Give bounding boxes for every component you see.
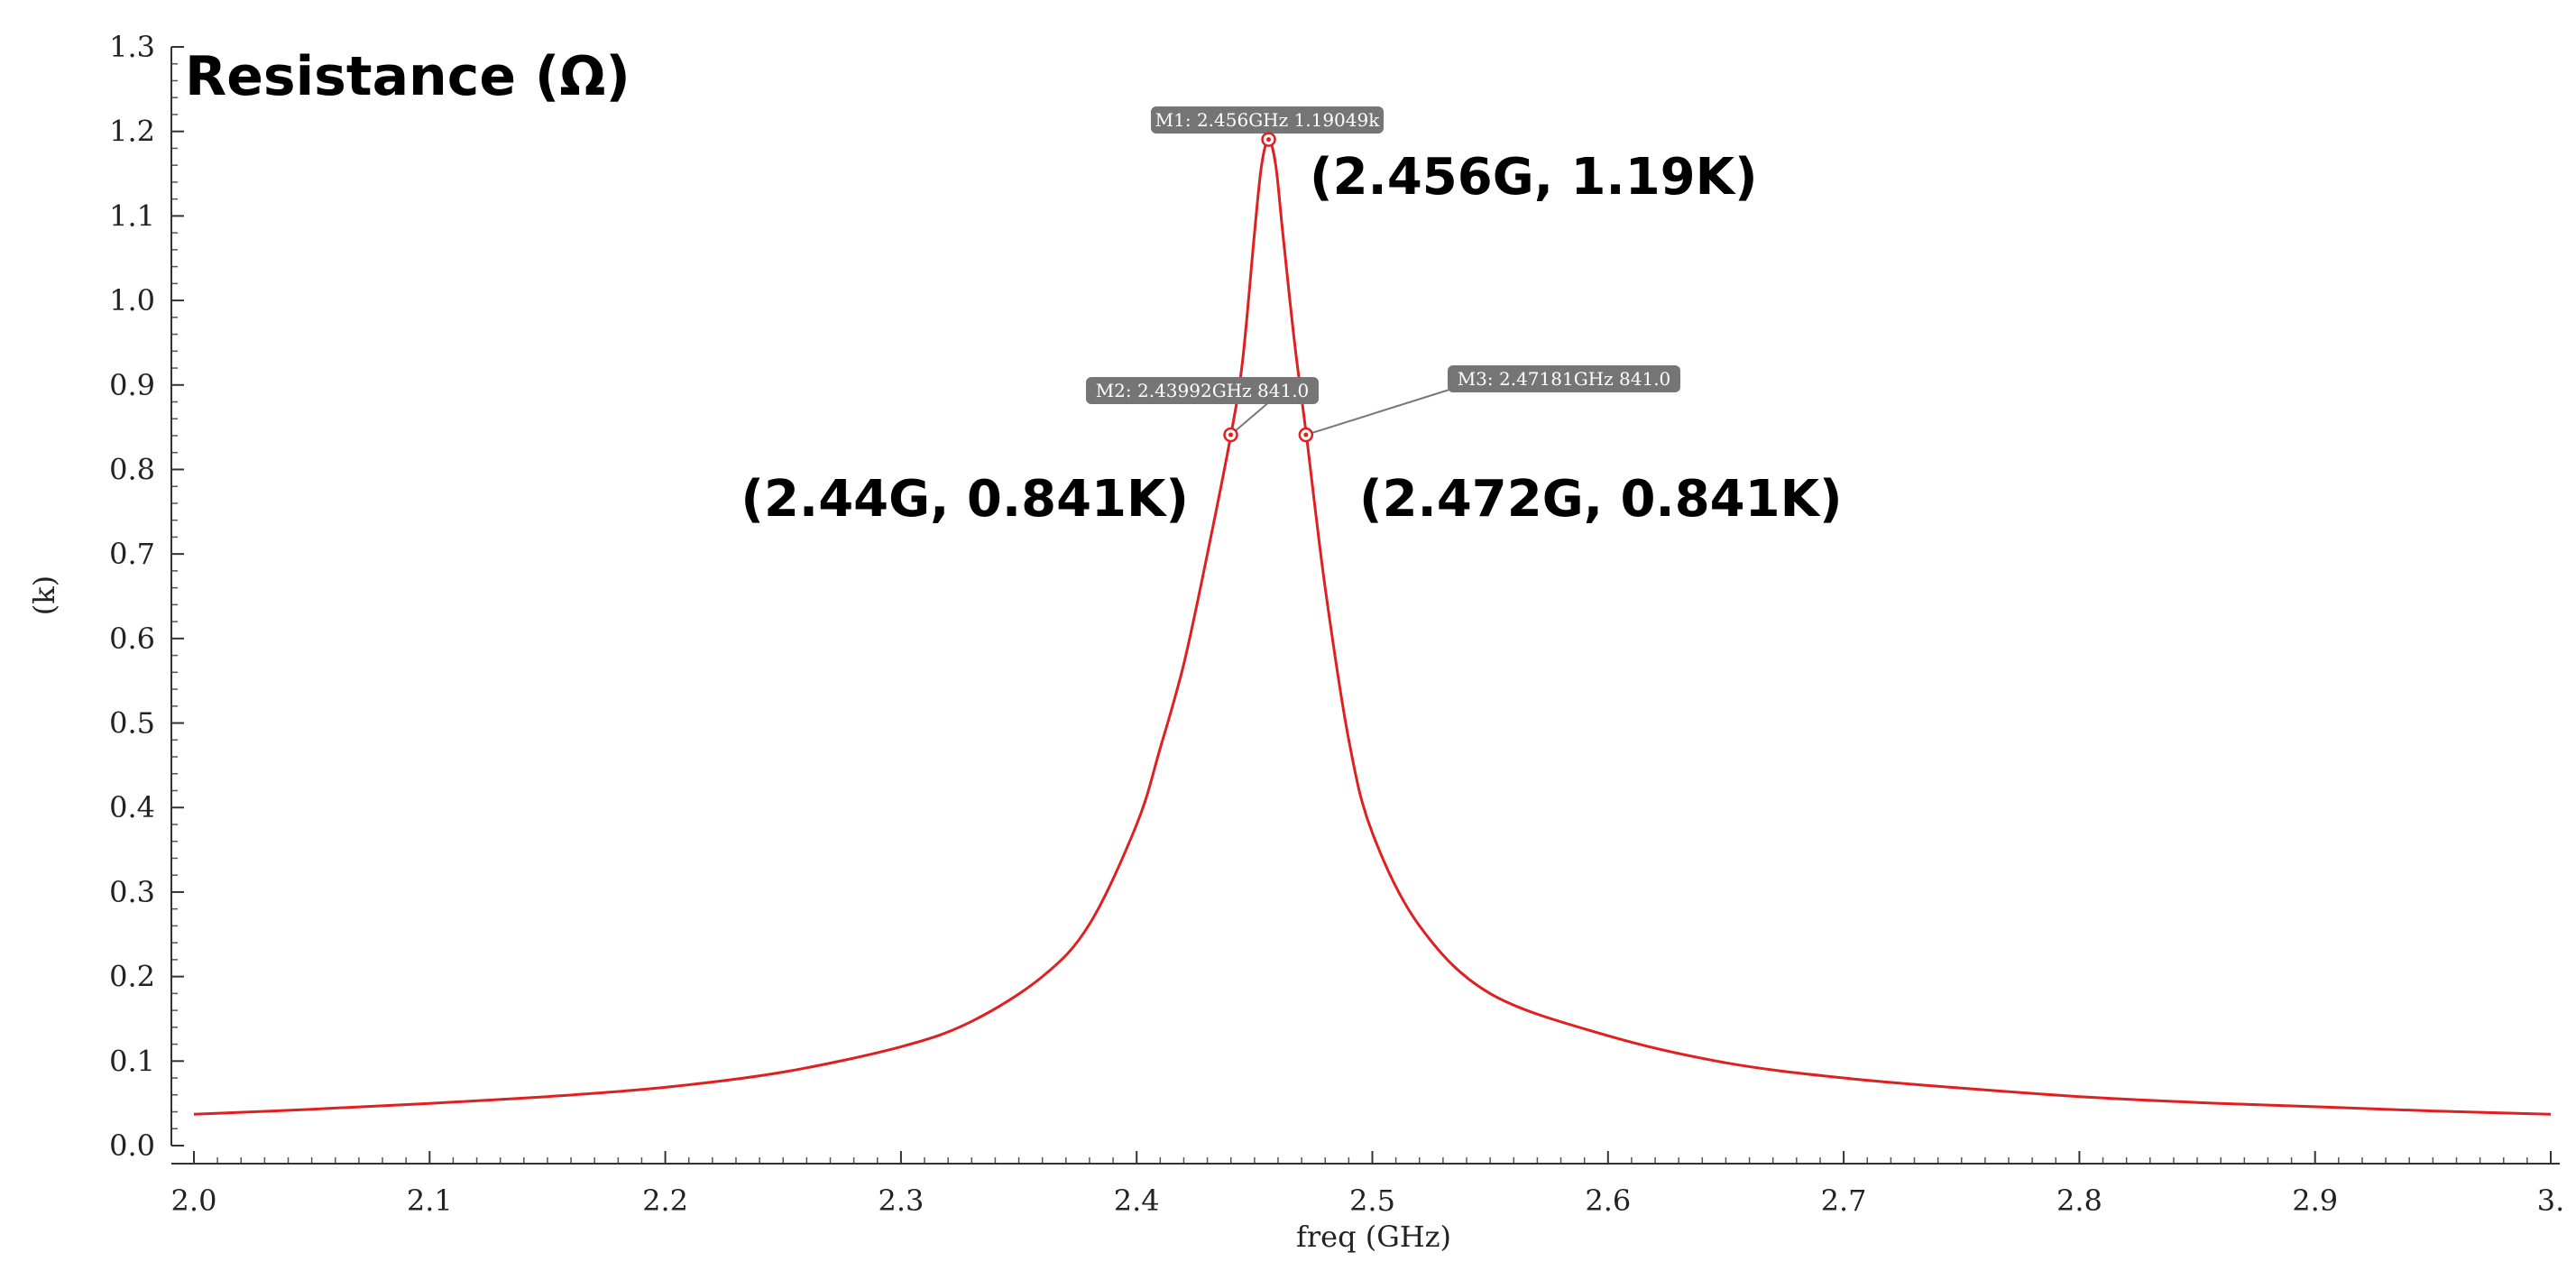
- x-tick-label: 2.8: [2056, 1183, 2102, 1218]
- x-tick-label: 2.3: [878, 1183, 924, 1218]
- y-tick-label: 1.0: [109, 283, 155, 318]
- marker-point-center: [1228, 432, 1234, 437]
- x-tick-label: 2.1: [407, 1183, 453, 1218]
- x-axis-label: freq (GHz): [1296, 1220, 1451, 1254]
- marker-point-center: [1266, 137, 1272, 143]
- y-axis-label: (k): [27, 576, 61, 615]
- y-tick-label: 0.4: [109, 790, 155, 824]
- y-tick-label: 1.3: [109, 30, 155, 64]
- marker-point-center: [1303, 432, 1309, 437]
- marker-tag-box: [1151, 106, 1384, 134]
- marker-m2[interactable]: M2: 2.43992GHz 841.0 (2.44G, 0.841K): [741, 377, 1319, 529]
- chart-title: Resistance (Ω): [185, 45, 630, 108]
- y-tick-label: 0.1: [109, 1044, 155, 1078]
- y-tick-label: 0.0: [109, 1128, 155, 1163]
- marker-m1[interactable]: M1: 2.456GHz 1.19049k (2.456G, 1.19K): [1151, 106, 1758, 207]
- marker-tag-text: M1: 2.456GHz 1.19049k: [1155, 109, 1381, 131]
- y-tick-label: 1.2: [109, 115, 155, 149]
- x-axis-ticks: 2.0 2.1 2.2 2.3 2.4 2.5 2.6 2.7 2.8 2.9 3.: [171, 1151, 2565, 1218]
- marker-tag-box: [1086, 377, 1319, 404]
- marker-callout-label: (2.44G, 0.841K): [741, 470, 1189, 529]
- x-tick-label: 2.4: [1114, 1183, 1160, 1218]
- marker-tag-text: M3: 2.47181GHz 841.0: [1458, 368, 1671, 390]
- y-tick-label: 0.6: [109, 622, 155, 656]
- x-tick-label: 2.0: [171, 1183, 217, 1218]
- x-tick-label: 2.6: [1585, 1183, 1631, 1218]
- marker-tag-box: [1448, 365, 1680, 392]
- marker-layer: M1: 2.456GHz 1.19049k (2.456G, 1.19K) M2: …: [741, 106, 1843, 529]
- x-tick-label: 2.5: [1349, 1183, 1395, 1218]
- y-tick-label: 0.9: [109, 368, 155, 402]
- y-tick-label: 0.5: [109, 706, 155, 741]
- y-tick-label: 0.7: [109, 537, 155, 571]
- series-line-resistance: [193, 138, 2552, 1116]
- x-tick-label: 2.7: [1821, 1183, 1867, 1218]
- y-tick-label: 0.2: [109, 960, 155, 994]
- x-tick-label: 3.: [2537, 1183, 2565, 1218]
- y-tick-label: 1.1: [109, 198, 155, 233]
- x-tick-label: 2.9: [2292, 1183, 2338, 1218]
- x-tick-label: 2.2: [642, 1183, 688, 1218]
- marker-callout-label: (2.456G, 1.19K): [1310, 148, 1758, 207]
- y-axis-ticks: 0.0 0.1 0.2 0.3 0.4 0.5 0.6 0.7 0.8 0.9 1.0 1.1 1.2 1…: [109, 30, 184, 1163]
- marker-tag-text: M2: 2.43992GHz 841.0: [1096, 380, 1310, 401]
- y-tick-label: 0.3: [109, 875, 155, 909]
- series-layer: [193, 138, 2552, 1116]
- marker-callout-label: (2.472G, 0.841K): [1359, 470, 1843, 529]
- y-tick-label: 0.8: [109, 452, 155, 486]
- marker-m3[interactable]: M3: 2.47181GHz 841.0 (2.472G, 0.841K): [1298, 365, 1843, 529]
